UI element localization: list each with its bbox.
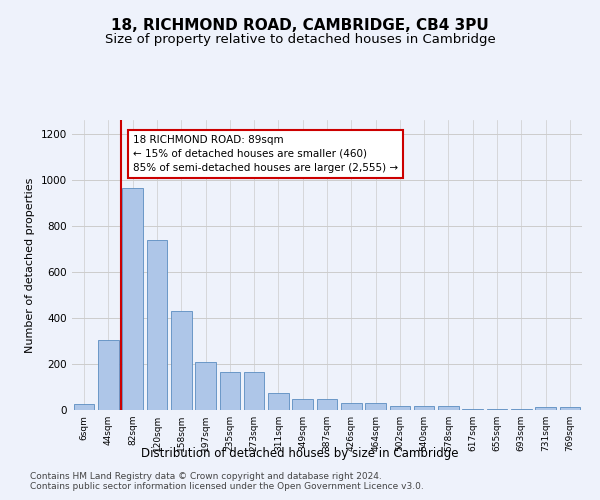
Bar (463, 409, 483, 410)
Y-axis label: Number of detached properties: Number of detached properties (25, 178, 35, 352)
Text: Size of property relative to detached houses in Cambridge: Size of property relative to detached ho… (104, 32, 496, 46)
Bar (122, 188, 143, 410)
Bar (146, 240, 167, 410)
Bar (535, 406, 556, 410)
Bar (244, 372, 265, 410)
Bar (317, 399, 337, 410)
Bar (74, 404, 94, 410)
Text: Contains HM Land Registry data © Crown copyright and database right 2024.: Contains HM Land Registry data © Crown c… (30, 472, 382, 481)
Bar (195, 362, 216, 410)
Bar (98, 340, 119, 410)
Text: Contains public sector information licensed under the Open Government Licence v3: Contains public sector information licen… (30, 482, 424, 491)
Bar (389, 406, 410, 410)
Text: Distribution of detached houses by size in Cambridge: Distribution of detached houses by size … (141, 448, 459, 460)
Bar (414, 406, 434, 410)
Bar (511, 409, 532, 410)
Bar (220, 372, 240, 410)
Bar (365, 403, 386, 410)
Bar (438, 406, 459, 410)
Bar (487, 409, 508, 410)
Text: 18, RICHMOND ROAD, CAMBRIDGE, CB4 3PU: 18, RICHMOND ROAD, CAMBRIDGE, CB4 3PU (111, 18, 489, 32)
Bar (171, 311, 191, 410)
Bar (560, 406, 580, 410)
Text: 18 RICHMOND ROAD: 89sqm
← 15% of detached houses are smaller (460)
85% of semi-d: 18 RICHMOND ROAD: 89sqm ← 15% of detache… (133, 135, 398, 173)
Bar (292, 399, 313, 410)
Bar (341, 403, 362, 410)
Bar (268, 392, 289, 410)
